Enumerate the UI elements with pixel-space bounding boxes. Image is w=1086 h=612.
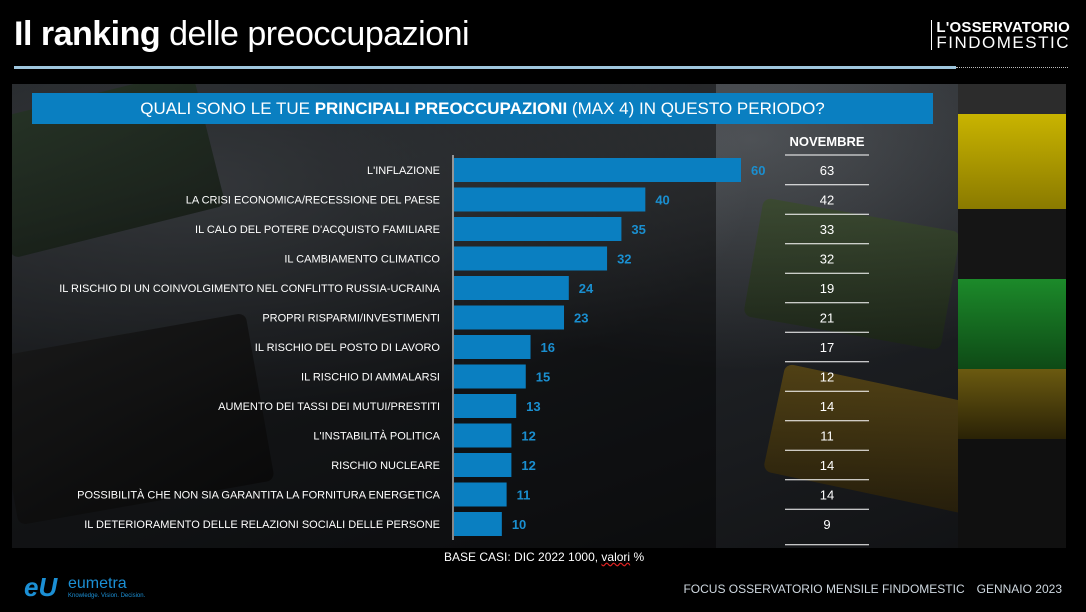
bar: [454, 512, 502, 536]
category-label: IL RISCHIO DEL POSTO DI LAVORO: [255, 342, 441, 354]
comparison-value: 21: [820, 311, 834, 326]
bar-value-label: 11: [517, 488, 531, 503]
eumetra-logo-mark-icon: eU: [24, 572, 58, 602]
bar-value-label: 32: [617, 252, 631, 267]
sample-base-footnote: BASE CASI: DIC 2022 1000, valori %: [444, 550, 644, 564]
category-label: IL CAMBIAMENTO CLIMATICO: [284, 254, 440, 266]
footnote-post: %: [630, 550, 645, 564]
footnote-underlined: valori: [601, 550, 631, 564]
page-title-bold: Il ranking: [14, 15, 161, 53]
bar-value-label: 12: [521, 429, 535, 444]
bar-value-label: 60: [751, 163, 765, 178]
comparison-value: 11: [820, 429, 834, 444]
background-photo-strip: [958, 84, 1066, 548]
category-label: L'INFLAZIONE: [367, 165, 440, 177]
category-label: AUMENTO DEI TASSI DEI MUTUI/PRESTITI: [218, 401, 440, 413]
category-label: IL CALO DEL POTERE D'ACQUISTO FAMILIARE: [195, 224, 440, 236]
bar-value-label: 13: [526, 399, 540, 414]
category-label: RISCHIO NUCLEARE: [331, 460, 440, 472]
comparison-column-header: NOVEMBRE: [789, 134, 864, 149]
comparison-value: 14: [820, 458, 834, 473]
brand-logo-line1: L'OSSERVATORIO: [936, 19, 1070, 36]
bar: [454, 364, 526, 389]
comparison-value: 12: [820, 370, 834, 385]
page-title-rest: delle preoccupazioni: [160, 15, 470, 53]
bar-value-label: 16: [541, 340, 555, 355]
eumetra-logo-tagline: Knowledge. Vision. Decision.: [68, 593, 146, 599]
question-banner: QUALI SONO LE TUE PRINCIPALI PREOCCUPAZI…: [32, 93, 933, 124]
category-label: L'INSTABILITÀ POLITICA: [313, 430, 440, 443]
bar-value-label: 40: [655, 193, 669, 208]
bar: [454, 482, 507, 507]
bar: [454, 305, 565, 330]
brand-logo-line2: FINDOMESTIC: [936, 33, 1070, 52]
bar: [454, 217, 622, 241]
category-label: IL DETERIORAMENTO DELLE RELAZIONI SOCIAL…: [84, 519, 440, 531]
comparison-value: 63: [820, 163, 834, 178]
comparison-value: 17: [820, 340, 834, 355]
bar-value-label: 10: [512, 517, 526, 532]
question-pre: QUALI SONO LE TUE: [140, 99, 315, 118]
comparison-value: 19: [820, 281, 834, 296]
bar: [454, 158, 741, 182]
bar: [454, 453, 512, 477]
bar: [454, 246, 608, 271]
bar: [454, 394, 517, 418]
comparison-value: 42: [820, 193, 834, 208]
footer-focus-text: FOCUS OSSERVATORIO MENSILE FINDOMESTIC: [683, 582, 965, 596]
bar: [454, 423, 512, 448]
header-divider: [14, 66, 956, 69]
category-label: IL RISCHIO DI AMMALARSI: [301, 372, 440, 384]
bars-group: L'INFLAZIONE 60 63 LA CRISI ECONOMICA/RECES…: [59, 154, 869, 546]
footnote-pre: BASE CASI: DIC 2022 1000,: [444, 550, 602, 564]
comparison-value: 14: [820, 488, 834, 503]
comparison-value: 14: [820, 399, 834, 414]
eumetra-logo: eU eumetra Knowledge. Vision. Decision.: [24, 572, 146, 604]
brand-logo: L'OSSERVATORIO FINDOMESTIC: [931, 19, 1070, 52]
bar: [454, 335, 531, 359]
category-label: POSSIBILITÀ CHE NON SIA GARANTITA LA FOR…: [77, 489, 441, 502]
bar-value-label: 23: [574, 311, 588, 326]
bar-value-label: 24: [579, 281, 594, 296]
comparison-value: 9: [823, 517, 830, 532]
bar: [454, 187, 646, 212]
header-dotted-divider: [956, 67, 1068, 68]
comparison-value: 33: [820, 222, 834, 237]
bar-value-label: 15: [536, 370, 550, 385]
footer-date-text: GENNAIO 2023: [976, 582, 1062, 596]
question-post: (MAX 4) IN QUESTO PERIODO?: [567, 99, 825, 118]
bar-value-label: 12: [521, 458, 535, 473]
eumetra-logo-name: eumetra: [68, 575, 127, 592]
category-label: IL RISCHIO DI UN COINVOLGIMENTO NEL CONF…: [59, 283, 440, 295]
category-label: LA CRISI ECONOMICA/RECESSIONE DEL PAESE: [186, 195, 440, 207]
page-title: Il ranking delle preoccupazioni: [14, 12, 470, 56]
category-label: PROPRI RISPARMI/INVESTIMENTI: [262, 313, 440, 325]
comparison-value: 32: [820, 252, 834, 267]
header: Il ranking delle preoccupazioni L'OSSERV…: [0, 0, 1086, 66]
bar-value-label: 35: [631, 222, 645, 237]
footer-caption: FOCUS OSSERVATORIO MENSILE FINDOMESTIC GE…: [683, 582, 1062, 596]
question-bold: PRINCIPALI PREOCCUPAZIONI: [314, 99, 568, 118]
bar: [454, 276, 569, 300]
